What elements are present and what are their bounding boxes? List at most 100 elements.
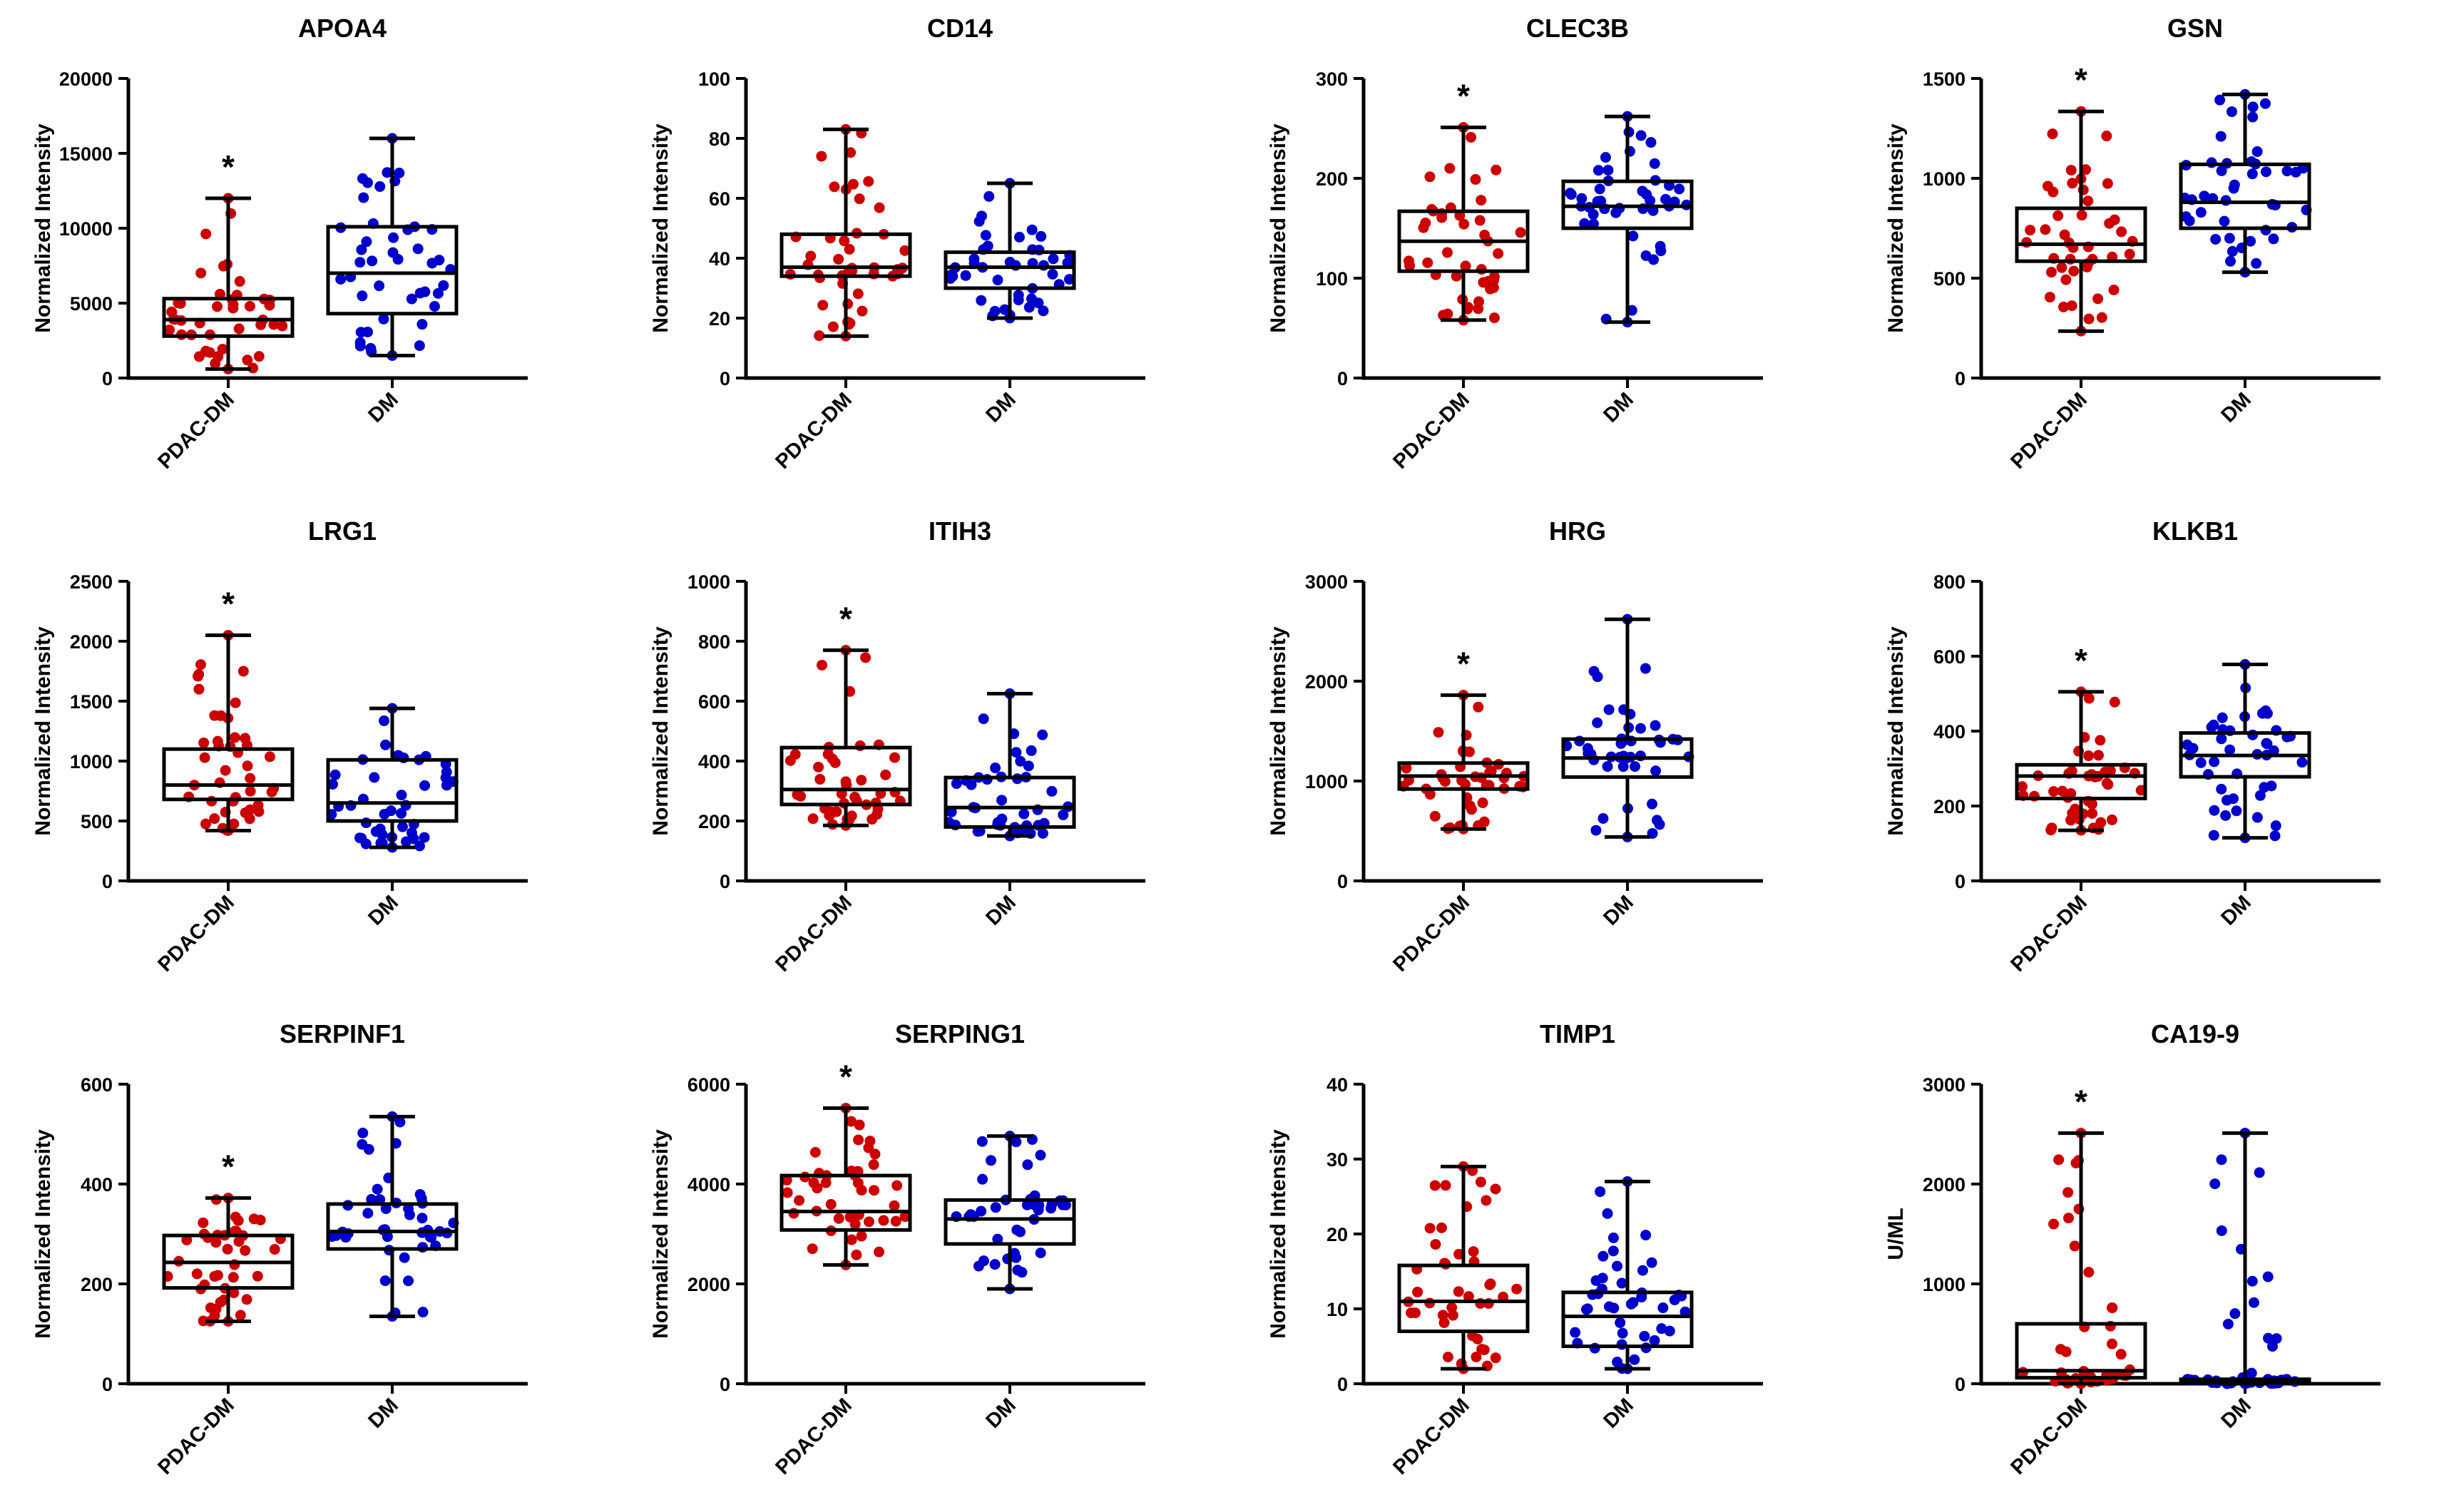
- data-point: [992, 1233, 1003, 1245]
- data-point: [2101, 131, 2112, 142]
- data-point: [1442, 308, 1453, 320]
- data-point: [878, 1215, 889, 1226]
- data-point: [417, 1307, 429, 1318]
- y-axis-label: Normalized Intensity: [649, 123, 673, 333]
- y-tick-label: 200: [1933, 796, 1965, 817]
- data-point: [404, 1209, 415, 1220]
- y-tick-label: 200: [1316, 168, 1348, 190]
- data-point: [242, 354, 253, 366]
- data-point: [2087, 808, 2098, 820]
- data-point: [379, 715, 390, 727]
- data-point: [382, 167, 393, 178]
- y-tick-label: 200: [698, 811, 730, 832]
- data-point: [968, 253, 980, 265]
- data-point: [2092, 293, 2104, 305]
- data-point: [2060, 274, 2072, 285]
- chart-title: KLKB1: [2152, 516, 2238, 546]
- data-point: [2254, 790, 2266, 801]
- data-point: [1641, 189, 1652, 200]
- chart-svg: HRG Normalized Intensity 0 1000 2000 3000 PDAC…: [1267, 516, 1763, 976]
- data-point: [2062, 1187, 2074, 1198]
- y-tick-label: 80: [709, 128, 730, 150]
- data-point: [2056, 262, 2067, 273]
- x-tick-label: DM: [981, 1394, 1021, 1433]
- data-point: [268, 319, 280, 330]
- series-pdac-dm: [162, 1193, 295, 1327]
- data-point: [2048, 786, 2060, 797]
- box-iqr: [326, 1202, 459, 1251]
- data-point: [2216, 733, 2227, 745]
- data-point: [1441, 247, 1453, 258]
- data-point: [827, 321, 839, 332]
- data-point: [2216, 783, 2227, 795]
- data-point: [356, 244, 367, 255]
- x-tick-label: PDAC-DM: [2006, 388, 2091, 473]
- data-point: [1570, 1327, 1581, 1338]
- data-point: [2290, 166, 2301, 178]
- data-point: [233, 1235, 245, 1247]
- data-point: [2263, 1332, 2274, 1344]
- data-point: [814, 330, 825, 342]
- x-tick-label: DM: [2217, 891, 2256, 930]
- data-point: [1459, 779, 1471, 790]
- data-point: [1488, 312, 1500, 324]
- data-point: [1674, 183, 1685, 195]
- data-point: [1026, 745, 1037, 756]
- data-point: [1036, 230, 1047, 242]
- data-point: [1588, 665, 1600, 677]
- data-point: [899, 245, 911, 256]
- chart-svg: CD14 Normalized Intensity 0 20 40 60 80 100 PDAC…: [649, 14, 1145, 474]
- data-point: [808, 1177, 819, 1188]
- x-tick-label: PDAC-DM: [153, 891, 238, 976]
- data-point: [1603, 704, 1615, 715]
- series-dm: [1561, 1176, 1694, 1374]
- data-point: [240, 733, 251, 744]
- data-point: [222, 1243, 233, 1255]
- data-point: [2247, 101, 2259, 113]
- data-point: [1403, 255, 1414, 267]
- data-point: [2216, 165, 2227, 176]
- data-point: [1463, 1291, 1474, 1302]
- data-point: [377, 829, 388, 840]
- data-point: [2021, 237, 2033, 248]
- data-point: [781, 1175, 792, 1186]
- series-dm: [326, 703, 459, 853]
- data-point: [362, 1208, 374, 1219]
- data-point: [414, 840, 425, 852]
- data-point: [1463, 302, 1474, 313]
- data-point: [2017, 781, 2028, 792]
- data-point: [245, 785, 256, 797]
- data-point: [1479, 229, 1491, 240]
- series-pdac-dm: [2015, 686, 2147, 836]
- data-point: [424, 1231, 436, 1243]
- chart-panel-serpinf1: SERPINF1 Normalized Intensity 0 200 400 600 PD…: [0, 1006, 606, 1505]
- data-point: [2180, 211, 2192, 223]
- data-point: [1645, 137, 1657, 148]
- data-point: [847, 178, 859, 190]
- data-point: [2104, 218, 2115, 229]
- y-tick-label: 2000: [70, 631, 113, 653]
- chart-svg: SERPING1 Normalized Intensity 0 2000 4000 600…: [649, 1019, 1145, 1479]
- data-point: [354, 337, 366, 348]
- data-point: [2208, 719, 2219, 730]
- chart-svg: APOA4 Normalized Intensity 0 5000 10000 15000…: [31, 14, 528, 474]
- chart-title: CA19-9: [2151, 1019, 2239, 1049]
- data-point: [2254, 1167, 2265, 1178]
- data-point: [1476, 264, 1487, 275]
- data-point: [269, 1244, 280, 1255]
- series-pdac-dm: [162, 193, 295, 374]
- data-point: [252, 1270, 263, 1282]
- data-point: [841, 780, 852, 791]
- data-point: [2070, 803, 2081, 815]
- x-tick-label: PDAC-DM: [153, 388, 238, 473]
- y-axis-label: Normalized Intensity: [31, 1129, 55, 1339]
- data-point: [2210, 233, 2222, 245]
- y-tick-label: 600: [698, 691, 730, 713]
- data-point: [1635, 723, 1646, 734]
- y-tick-label: 6000: [687, 1074, 730, 1096]
- data-point: [788, 1208, 799, 1219]
- data-point: [1046, 1203, 1057, 1214]
- data-point: [2095, 735, 2106, 746]
- data-point: [230, 1211, 241, 1223]
- data-point: [2083, 750, 2095, 762]
